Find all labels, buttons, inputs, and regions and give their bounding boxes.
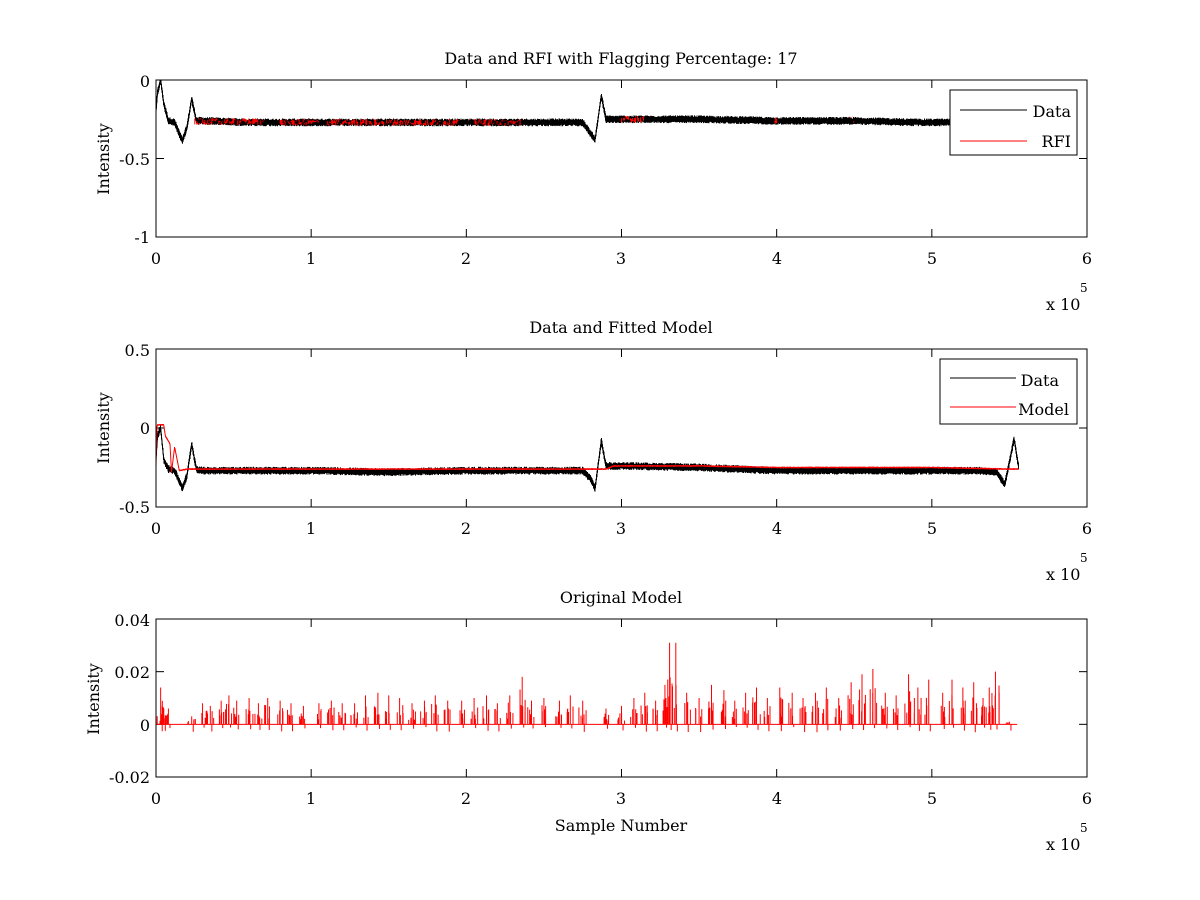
top-series-rfi-segment: [621, 115, 645, 123]
bottom-axes-frame: [155, 618, 1088, 778]
middle-xtick-label: 1: [306, 519, 316, 538]
top-xtick-label: 6: [1082, 249, 1092, 268]
top-series-rfi-segment: [473, 118, 521, 126]
panel-bottom: Original Model 0.04 0.02 0 -0.02 0 1 2 3…: [84, 588, 1092, 854]
bottom-xtick-label: 5: [927, 789, 937, 808]
top-legend: Data RFI: [949, 89, 1078, 156]
top-series-data: [155, 80, 1010, 144]
top-ytick-label: -1: [134, 228, 150, 247]
middle-xtick-label: 2: [461, 519, 471, 538]
top-x-exponent-label: x 10: [1046, 295, 1080, 314]
bottom-x-exponent: 5: [1080, 821, 1088, 835]
top-axes-frame: [155, 79, 1088, 238]
top-series-rfi-segment: [773, 117, 778, 124]
bottom-series-model: [156, 642, 1018, 733]
top-series-rfi-segment: [279, 118, 319, 126]
bottom-xtick-label: 3: [616, 789, 626, 808]
bottom-ylabel: Intensity: [84, 663, 103, 735]
top-legend-data-label: Data: [1033, 102, 1072, 121]
middle-axes-frame: [155, 348, 1088, 508]
top-series-rfi-segment: [194, 118, 265, 126]
middle-series-data: [155, 425, 1019, 492]
top-xtick-label: 2: [461, 249, 471, 268]
bottom-xtick-label: 6: [1082, 789, 1092, 808]
middle-legend-model-label: Model: [1018, 400, 1069, 419]
panel-top: Data and RFI with Flagging Percentage: 1…: [94, 49, 1092, 314]
middle-xtick-label: 0: [151, 519, 161, 538]
bottom-plot-area: [155, 618, 1088, 778]
top-plot-area: [155, 79, 1088, 238]
middle-x-exponent: 5: [1080, 551, 1088, 565]
top-yticks: 0 -0.5 -1: [119, 72, 150, 247]
middle-xtick-label: 5: [927, 519, 937, 538]
top-ytick-label: 0: [140, 72, 150, 91]
top-xtick-label: 0: [151, 249, 161, 268]
middle-xtick-label: 3: [616, 519, 626, 538]
middle-ytick-label: -0.5: [119, 498, 150, 517]
bottom-yticks: 0.04 0.02 0 -0.02: [109, 611, 150, 787]
top-xticks: 0 1 2 3 4 5 6: [151, 249, 1092, 268]
top-x-exponent: 5: [1080, 281, 1088, 295]
middle-xticks: 0 1 2 3 4 5 6: [151, 519, 1092, 538]
middle-xtick-label: 4: [772, 519, 782, 538]
top-ytick-label: -0.5: [119, 150, 150, 169]
bottom-title: Original Model: [560, 588, 682, 607]
middle-xtick-label: 6: [1082, 519, 1092, 538]
middle-x-exponent-label: x 10: [1046, 565, 1080, 584]
middle-title: Data and Fitted Model: [529, 318, 712, 337]
top-legend-rfi-label: RFI: [1042, 132, 1071, 151]
bottom-xtick-label: 2: [461, 789, 471, 808]
bottom-xticks: 0 1 2 3 4 5 6: [151, 789, 1092, 808]
bottom-x-exponent-label: x 10: [1046, 835, 1080, 854]
bottom-ytick-label: 0.04: [114, 611, 150, 630]
top-legend-box: [949, 89, 1078, 156]
bottom-xtick-label: 0: [151, 789, 161, 808]
middle-legend-box: [939, 358, 1078, 425]
top-ylabel: Intensity: [94, 123, 113, 195]
middle-ytick-label: 0: [140, 419, 150, 438]
middle-legend-data-label: Data: [1021, 371, 1060, 390]
top-title: Data and RFI with Flagging Percentage: 1…: [444, 49, 797, 68]
top-xtick-label: 3: [616, 249, 626, 268]
bottom-ytick-label: 0: [140, 716, 150, 735]
bottom-ytick-label: -0.02: [109, 768, 150, 787]
top-xtick-label: 5: [927, 249, 937, 268]
top-series-rfi-segment: [326, 118, 459, 126]
panel-middle: Data and Fitted Model 0.5 0 -0.5 0 1 2 3…: [94, 318, 1092, 584]
bottom-ytick-label: 0.02: [114, 663, 150, 682]
top-xtick-label: 4: [772, 249, 782, 268]
top-xtick-label: 1: [306, 249, 316, 268]
middle-ylabel: Intensity: [94, 392, 113, 464]
bottom-xlabel: Sample Number: [555, 816, 688, 835]
top-series-rfi-segment: [849, 116, 855, 123]
bottom-xtick-label: 4: [772, 789, 782, 808]
middle-yticks: 0.5 0 -0.5: [119, 341, 150, 517]
middle-ytick-label: 0.5: [125, 341, 150, 360]
bottom-xtick-label: 1: [306, 789, 316, 808]
middle-series-model: [155, 424, 1019, 473]
middle-legend: Data Model: [939, 358, 1078, 425]
